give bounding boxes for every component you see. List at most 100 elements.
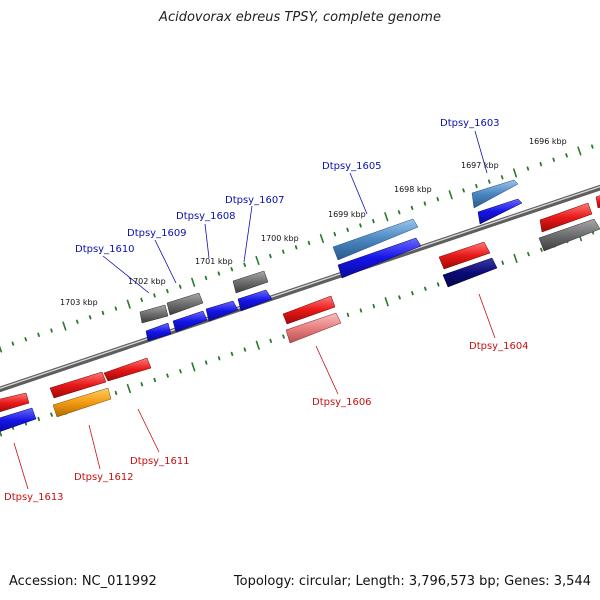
gene-label-dtpsy-1604[interactable]: Dtpsy_1604: [469, 341, 529, 352]
ruler-label-1700: 1700 kbp: [261, 234, 299, 243]
callout-lines: [13, 130, 496, 490]
ruler-minor-tick: [75, 319, 79, 324]
ruler-minor-tick: [166, 373, 169, 378]
gene-arrow-dtpsy-1609b[interactable]: [172, 310, 208, 333]
reverse-gene-labels: Dtpsy_1604 Dtpsy_1606 Dtpsy_1611 Dtpsy_1…: [4, 341, 529, 503]
gene-arrow-dtpsy-1608[interactable]: [205, 300, 239, 322]
ruler-minor-tick: [294, 245, 298, 250]
ruler-minor-tick: [37, 332, 40, 338]
ruler-label-1696: 1696 kbp: [529, 137, 567, 146]
gene-arrow-dtpsy-1603b[interactable]: [477, 198, 523, 225]
gene-arrow-dtpsy-1605[interactable]: [332, 218, 419, 261]
ruler-minor-tick: [346, 312, 350, 318]
leader-dtpsy-1610: [102, 255, 150, 294]
gene-label-dtpsy-1610[interactable]: Dtpsy_1610: [75, 244, 135, 255]
ruler-major-tick: [0, 429, 3, 437]
ruler-major-tick: [191, 277, 196, 287]
gene-label-dtpsy-1605[interactable]: Dtpsy_1605: [322, 161, 382, 172]
ruler-minor-tick: [153, 293, 156, 298]
gene-arrow-right-edge-b[interactable]: [538, 218, 600, 252]
ruler-minor-tick: [140, 297, 144, 303]
ruler-minor-tick: [527, 251, 530, 257]
gene-label-dtpsy-1613[interactable]: Dtpsy_1613: [4, 492, 64, 503]
gene-arrow-dtpsy-1613[interactable]: [0, 392, 30, 413]
leader-dtpsy-1606: [315, 345, 339, 395]
ruler-major-tick: [384, 297, 389, 307]
gene-arrow-right-edge-a[interactable]: [539, 202, 593, 233]
ruler-major-tick: [448, 190, 453, 200]
ruler-major-tick: [255, 340, 260, 350]
gene-arrow-dtpsy-1612[interactable]: [49, 371, 107, 399]
ruler-minor-tick: [436, 196, 440, 202]
ruler-major-tick: [512, 168, 518, 178]
gene-arrow-dtpsy-1613b[interactable]: [0, 407, 37, 433]
ruler-minor-tick: [591, 144, 594, 149]
leader-dtpsy-1607: [243, 205, 253, 263]
ruler-minor-tick: [539, 161, 543, 167]
leader-dtpsy-1604: [478, 293, 496, 339]
ruler-minor-tick: [423, 201, 427, 206]
ruler-minor-tick: [243, 262, 247, 268]
ruler-minor-tick: [88, 315, 92, 320]
gene-arrow-dtpsy-1606[interactable]: [282, 295, 336, 325]
ruler-minor-tick: [217, 356, 221, 361]
ruler-minor-tick: [230, 267, 234, 272]
ruler-minor-tick: [552, 157, 555, 162]
ruler-minor-tick: [333, 231, 337, 237]
gene-arrow-dtpsy-1604b[interactable]: [442, 257, 498, 288]
outer-ruler-ticks: [0, 144, 594, 353]
leader-dtpsy-1608: [204, 223, 210, 259]
ruler-minor-tick: [217, 271, 221, 276]
ruler-major-tick: [62, 321, 67, 331]
gene-label-dtpsy-1609[interactable]: Dtpsy_1609: [127, 228, 187, 239]
ruler-minor-tick: [50, 328, 53, 333]
ruler-label-1699: 1699 kbp: [328, 210, 366, 219]
ruler-label-1698: 1698 kbp: [394, 185, 432, 194]
ruler-minor-tick: [114, 390, 118, 396]
ruler-minor-tick: [24, 337, 28, 342]
gene-arrow-dtpsy-1610b[interactable]: [145, 322, 172, 342]
ruler-minor-tick: [140, 382, 144, 387]
gene-arrow-right-edge-c[interactable]: [595, 194, 600, 209]
gene-arrow-dtpsy-1607[interactable]: [232, 270, 269, 294]
gene-arrow-dtpsy-1607b[interactable]: [237, 289, 273, 312]
map-title: Acidovorax ebreus TPSY, complete genome: [159, 10, 441, 25]
ruler-label-1697: 1697 kbp: [461, 161, 499, 170]
ruler-minor-tick: [269, 338, 273, 344]
gene-arrow-dtpsy-1611[interactable]: [103, 357, 152, 382]
gene-label-dtpsy-1607[interactable]: Dtpsy_1607: [225, 195, 285, 206]
forward-gene-labels: Dtpsy_1603 Dtpsy_1605 Dtpsy_1607 Dtpsy_1…: [75, 118, 500, 255]
reverse-gene-arrows: [0, 241, 498, 433]
gene-arrow-dtpsy-1610[interactable]: [139, 304, 169, 324]
gene-arrow-dtpsy-1606b[interactable]: [285, 312, 342, 344]
gene-label-dtpsy-1608[interactable]: Dtpsy_1608: [176, 211, 236, 222]
gene-label-dtpsy-1606[interactable]: Dtpsy_1606: [312, 397, 372, 408]
ruler-minor-tick: [179, 369, 182, 374]
gene-label-dtpsy-1603[interactable]: Dtpsy_1603: [440, 118, 500, 129]
gene-arrow-dtpsy-1612b[interactable]: [52, 387, 112, 418]
gene-arrow-dtpsy-1604[interactable]: [438, 241, 491, 270]
ruler-labels: 1696 kbp 1697 kbp 1698 kbp 1699 kbp 1700…: [60, 137, 567, 307]
ruler-minor-tick: [153, 377, 157, 383]
ruler-minor-tick: [410, 205, 414, 211]
gene-label-dtpsy-1612[interactable]: Dtpsy_1612: [74, 472, 134, 483]
ruler-minor-tick: [166, 288, 169, 294]
gene-arrow-dtpsy-1603[interactable]: [471, 179, 519, 209]
ruler-minor-tick: [372, 303, 376, 309]
ruler-minor-tick: [436, 282, 440, 287]
ruler-minor-tick: [540, 247, 543, 252]
ruler-minor-tick: [281, 249, 285, 254]
genome-summary: Topology: circular; Length: 3,796,573 bp…: [233, 574, 591, 589]
forward-gene-arrows: [139, 179, 600, 342]
ruler-minor-tick: [178, 284, 182, 289]
gene-arrow-dtpsy-1605b[interactable]: [337, 237, 422, 279]
ruler-minor-tick: [500, 175, 504, 180]
gene-label-dtpsy-1611[interactable]: Dtpsy_1611: [130, 456, 190, 467]
ruler-major-tick: [319, 234, 325, 244]
gene-arrow-dtpsy-1609[interactable]: [166, 292, 204, 316]
leader-dtpsy-1605: [349, 172, 368, 215]
leader-dtpsy-1609: [154, 239, 177, 284]
ruler-major-tick: [0, 345, 3, 353]
ruler-minor-tick: [359, 223, 362, 228]
